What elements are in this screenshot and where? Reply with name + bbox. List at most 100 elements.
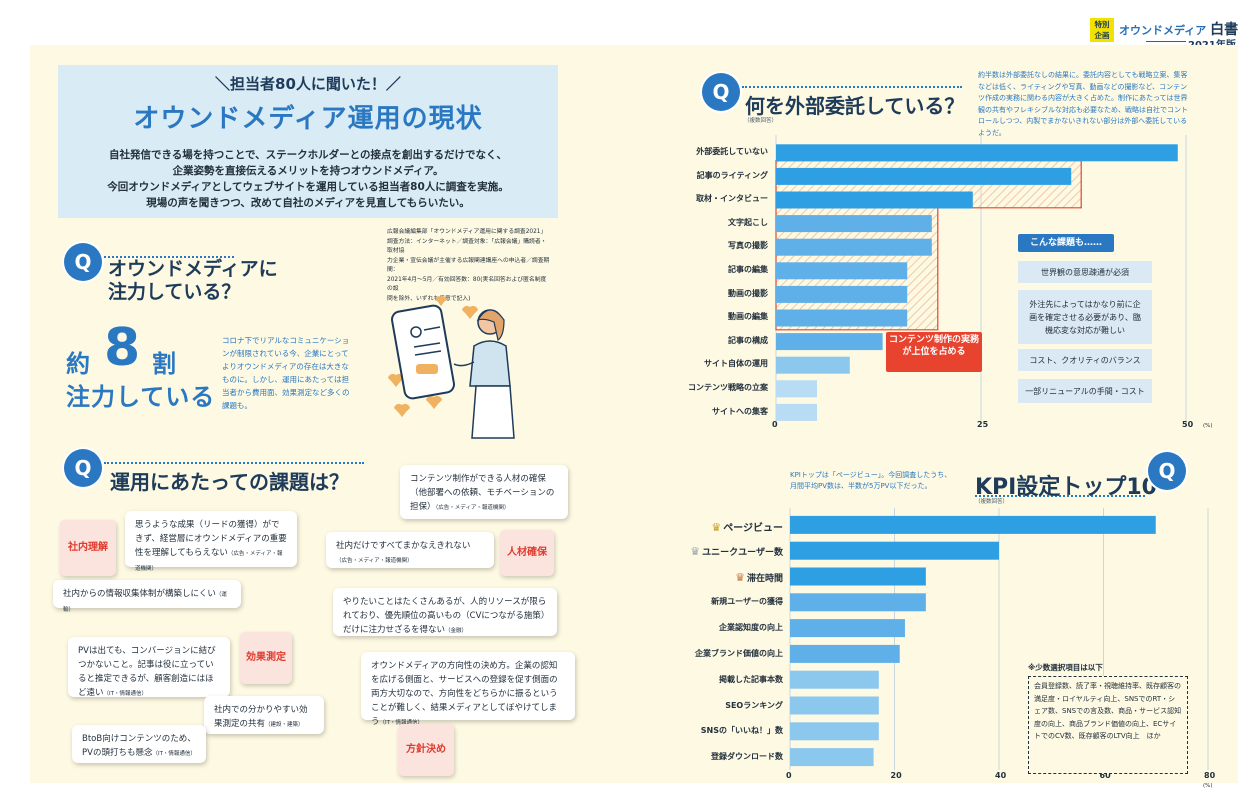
category-label: 動画の撮影 (728, 288, 768, 298)
heart-icon (426, 395, 442, 409)
tag-policy-decision: 方針決め (398, 724, 454, 776)
q4-title: KPI設定トップ10 (975, 475, 1157, 500)
q2-title: 運用にあたっての課題は？ (110, 470, 349, 494)
category-label: 記事のライティング (696, 170, 768, 180)
category-label: 新規ユーザーの獲得 (711, 597, 783, 607)
bar (776, 333, 883, 351)
category-label: 動画の編集 (728, 312, 768, 322)
tag-internal-understanding: 社内理解 (60, 520, 116, 576)
bar (790, 541, 999, 560)
challenge-item: コスト、クオリティのバランス (1018, 349, 1152, 371)
crown-icon: ♛ (711, 521, 722, 534)
category-label: サイトへの集客 (712, 406, 768, 416)
intro-kicker: ＼担当者80人に聞いた！／ (215, 75, 401, 93)
bar (790, 515, 1156, 534)
bar (776, 403, 817, 421)
bar (790, 670, 879, 689)
intro-body: 自社発信できる場を持つことで、ステークホルダーとの接点を創出するだけでなく、 企… (107, 149, 509, 209)
challenge-item: 外注先によってはかなり前に企画を確定させる必要があり、臨機応変な対応が難しい (1018, 290, 1152, 344)
tick-label: 40 (995, 771, 1007, 780)
category-label: サイト自体の運用 (704, 359, 768, 369)
category-label: 記事の編集 (728, 265, 768, 274)
challenge-comment: BtoB向けコンテンツのため、PVの頭打ちも懸念（IT・情報通信） (72, 725, 206, 763)
minor-items-box: 会員登録数、読了率・視聴維持率、既存顧客の満足度・ロイヤルティ向上、SNSでのR… (1028, 676, 1188, 774)
category-label: 取材・インタビュー (696, 194, 768, 204)
challenge-item: 一部リニューアルの手間・コスト (1018, 379, 1152, 403)
q1-stat-value: 8 (104, 318, 141, 378)
challenge-comment: 社内からの情報収集体制が構築しにくい（運輸） (53, 580, 241, 613)
tick-label: 80 (1204, 771, 1216, 780)
bar (776, 167, 1072, 185)
tick-label: 60 (1099, 771, 1111, 780)
q1-stat-approx: 約 (66, 350, 90, 378)
unit-label: (%) (1203, 783, 1213, 789)
category-label: 登録ダウンロード数 (711, 752, 783, 762)
q3-title: 何を外部委託している？ (745, 94, 965, 118)
bar (776, 262, 908, 280)
category-label: 写真の撮影 (728, 241, 768, 251)
heart-icon (394, 403, 410, 417)
minor-items-title: ※少数選択項目は以下 (1028, 663, 1103, 672)
q4-badge: Q (1148, 452, 1186, 490)
category-label: 掲載した記事本数 (719, 674, 783, 684)
bar (776, 215, 932, 233)
heart-icon (435, 296, 447, 306)
q4-note: KPIトップは「ページビュー」。今回調査したうち、月間平均PV数は、半数が5万P… (790, 471, 952, 490)
bar (790, 748, 874, 767)
bar (776, 356, 850, 374)
category-label: ♛ ページビュー (711, 521, 783, 534)
q3-badge: Q (702, 73, 740, 111)
category-label: SNSの「いいね！」数 (700, 726, 783, 736)
q1-stat-unit: 割 (152, 350, 176, 378)
q1-note: コロナ下でリアルなコミュニケーションが制限されている今、企業にとってよりオウンド… (222, 336, 350, 410)
category-label: SEOランキング (725, 700, 783, 710)
bar (776, 309, 908, 327)
category-label: コンテンツ戦略の立案 (688, 383, 768, 392)
challenge-item: 世界観の意思疎通が必須 (1018, 261, 1152, 283)
tick-label: 0 (786, 771, 792, 780)
header-title: オウンドメディア 白書 (1119, 22, 1239, 38)
challenge-comment: PVは出ても、コンバージョンに結びつかないこと。記事は役に立っていると推定できる… (68, 637, 230, 698)
category-label: 文字起こし (728, 217, 768, 227)
bar (776, 191, 973, 209)
crown-icon: ♛ (735, 570, 745, 584)
bar (776, 238, 932, 256)
challenge-comment: 社内だけですべてまかなえきれない （広告・メディア・報道機関） (326, 532, 494, 568)
header-divider (1146, 41, 1186, 42)
category-label: 企業ブランド価値の向上 (695, 649, 783, 658)
tick-label: 25 (977, 420, 989, 429)
challenge-comment: オウンドメディアの方向性の決め方。企業の認知を広げる側面と、サービスへの登録を促… (361, 652, 575, 727)
category-label: 企業認知度の向上 (719, 623, 783, 633)
q3-note: 約半数は外部委託なしの結果に。委託内容としても戦略立案、集客などは低く、ライティ… (978, 71, 1188, 137)
content-production-callout: コンテンツ制作の実務が上位を占める (886, 332, 982, 372)
category-label: ♛ 滞在時間 (735, 570, 783, 584)
bar (790, 696, 879, 715)
challenge-comment: コンテンツ制作ができる人材の確保（他部署への依頼、モチベーションの担保）（広告・… (400, 465, 568, 519)
bar (790, 644, 900, 663)
tick-label: 50 (1182, 420, 1194, 429)
challenge-comment: やりたいことはたくさんあるが、人的リソースが限られており、優先順位の高いもの（C… (333, 588, 557, 636)
crown-icon: ♛ (690, 544, 701, 558)
category-label: 外部委託していない (696, 147, 768, 156)
q3-dotted-rule (742, 86, 962, 88)
q1-title: オウンドメディアに 注力している？ (108, 258, 278, 303)
q2-dotted-rule (104, 462, 364, 464)
q1-dotted-rule (104, 256, 234, 258)
q4-subnote: （複数回答） (975, 499, 1009, 505)
tag-talent-acquisition: 人材確保 (500, 530, 554, 576)
unit-label: (%) (1203, 423, 1213, 429)
bar (790, 619, 905, 638)
bar (790, 722, 879, 741)
header-title-big: 白書 (1210, 22, 1239, 38)
q1-badge: Q (64, 243, 102, 281)
challenges-heading: こんな課題も…… (1018, 234, 1114, 252)
heart-icon (462, 305, 478, 319)
q1-stat-caption: 注力している (66, 383, 216, 411)
bar (790, 567, 926, 586)
q3-subnote: （複数回答） (744, 118, 778, 124)
kpi-bar-chart (789, 508, 1209, 770)
q4-dotted-rule (975, 495, 1145, 497)
bar (776, 144, 1178, 162)
tag-effect-measurement: 効果測定 (240, 632, 292, 684)
